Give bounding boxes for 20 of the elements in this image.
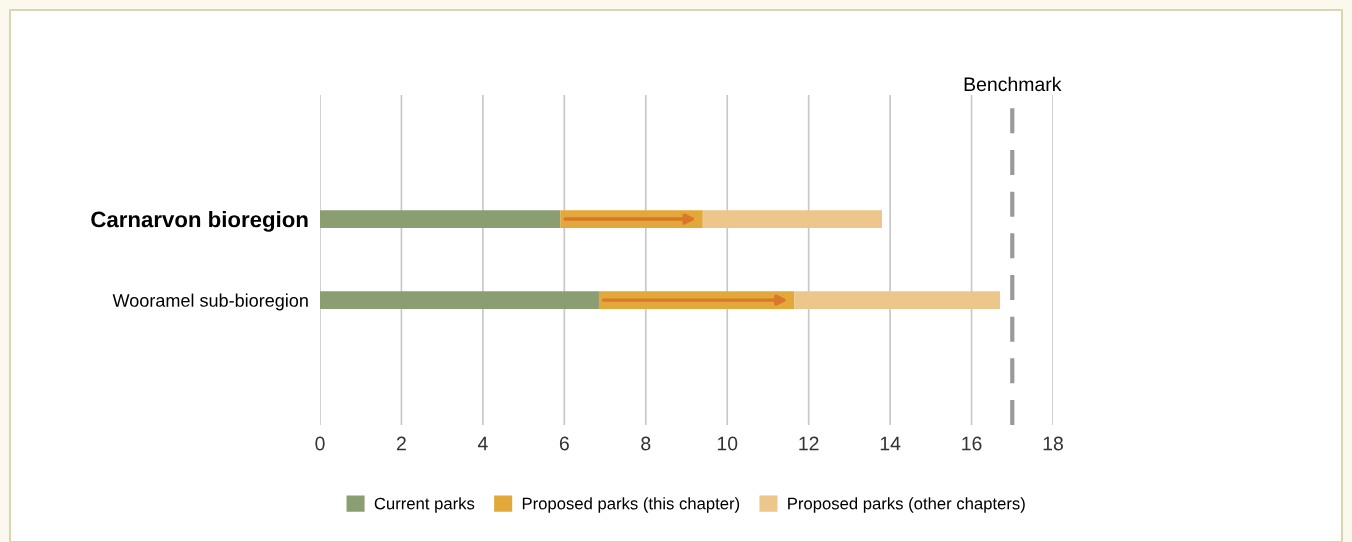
- bar: [320, 210, 561, 228]
- x-tick-label: 2: [397, 436, 406, 451]
- ref-line-label: Benchmark: [964, 76, 1062, 92]
- x-tick-label: 10: [717, 436, 738, 451]
- y-tick-label: Wooramel sub-bioregion: [112, 293, 308, 311]
- legend-label: Proposed parks (this chapter): [522, 497, 740, 513]
- x-tick-label: 12: [799, 436, 819, 451]
- x-tick-label: 4: [477, 436, 488, 451]
- bar: [320, 291, 599, 310]
- x-tick-label: 16: [962, 436, 982, 451]
- y-tick-label: Carnarvon bioregion: [91, 211, 308, 232]
- x-tick-label: 18: [1043, 436, 1063, 451]
- legend-label: Proposed parks (other chapters): [788, 497, 1025, 513]
- x-tick-label: 14: [880, 436, 901, 451]
- bar: [702, 210, 882, 228]
- x-tick-label: 6: [559, 436, 569, 451]
- legend-label: Current parks: [374, 497, 475, 513]
- x-tick-label: 0: [315, 436, 325, 451]
- x-tick-label: 8: [641, 436, 651, 451]
- bar: [794, 291, 1001, 310]
